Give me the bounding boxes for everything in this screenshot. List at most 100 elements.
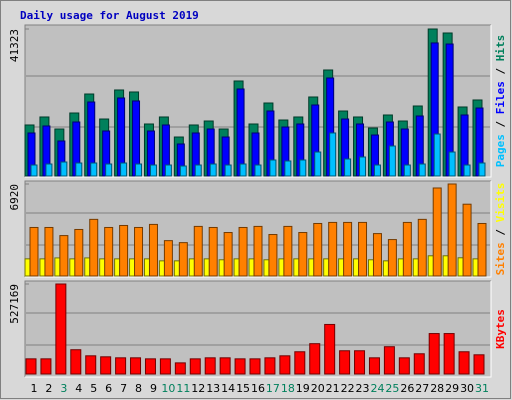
x-tick-label: 13 [206, 382, 220, 395]
x-tick-label: 4 [75, 382, 82, 395]
bar [354, 350, 366, 375]
bar [85, 355, 97, 375]
bar [105, 163, 113, 177]
x-tick-label: 27 [415, 382, 429, 395]
x-tick-label: 17 [266, 382, 280, 395]
bar [387, 239, 397, 277]
y-tick-label: 41323 [8, 29, 21, 62]
bar [236, 88, 245, 177]
frame-edge [24, 280, 491, 377]
x-tick-label: 30 [460, 382, 474, 395]
bar [59, 235, 69, 277]
bar [144, 358, 156, 375]
bar [268, 234, 278, 277]
x-tick-label: 14 [221, 382, 235, 395]
bar [249, 358, 261, 375]
bar [383, 346, 395, 375]
x-tick-label: 5 [90, 382, 97, 395]
bar [428, 333, 440, 375]
bar [398, 357, 410, 375]
x-tick-label: 23 [356, 382, 370, 395]
bar [284, 160, 292, 177]
bar [294, 351, 306, 375]
x-tick-label: 21 [326, 382, 340, 395]
x-tick-label: 25 [385, 382, 399, 395]
x-tick-label: 18 [281, 382, 295, 395]
bar [413, 353, 425, 375]
legend-separator: / [494, 61, 507, 81]
legend-separator: / [494, 222, 507, 242]
bar [29, 226, 39, 277]
bar [463, 164, 471, 177]
bar [269, 159, 277, 177]
x-tick-label: 6 [105, 382, 112, 395]
bar [418, 163, 426, 177]
x-tick-label: 9 [150, 382, 157, 395]
bar [115, 357, 127, 375]
bar [204, 357, 216, 375]
x-tick-label: 8 [135, 382, 142, 395]
x-tick-label: 15 [236, 382, 250, 395]
bar [358, 221, 368, 277]
x-tick-label: 11 [176, 382, 190, 395]
bar [120, 162, 128, 177]
bar [448, 151, 456, 177]
bar [238, 226, 248, 277]
bar [313, 222, 323, 277]
bar [193, 225, 203, 277]
x-tick-label: 12 [191, 382, 205, 395]
bar [388, 145, 396, 177]
legend-entry: Pages [494, 134, 507, 167]
bar [329, 132, 337, 177]
bar [314, 151, 322, 177]
legend: Sites / Visits [494, 183, 507, 276]
bar [174, 362, 186, 375]
bar [477, 222, 487, 277]
bar [159, 358, 171, 375]
bar [298, 232, 308, 277]
bar [208, 226, 218, 277]
bar [359, 156, 367, 177]
bar [473, 354, 485, 375]
frame-edge [24, 180, 491, 277]
bar [45, 163, 53, 177]
bar [60, 161, 68, 177]
y-tick-label: 527169 [8, 284, 21, 324]
bar [135, 163, 143, 177]
bar [344, 158, 352, 177]
legend-entry: Sites [494, 242, 507, 275]
bar [373, 164, 381, 177]
bar [433, 133, 441, 177]
bar [44, 226, 54, 277]
x-tick-label: 31 [475, 382, 489, 395]
bar [164, 164, 172, 177]
legend-entry: Files [494, 81, 507, 114]
legend-separator: / [494, 114, 507, 134]
y-tick-label: 6920 [8, 184, 21, 211]
bar [339, 350, 351, 375]
frame-edge [25, 181, 492, 278]
bar [148, 223, 158, 277]
bar [328, 221, 338, 277]
bar [25, 358, 37, 375]
legend: KBytes [494, 309, 507, 349]
bar [264, 357, 276, 375]
bar [283, 225, 293, 277]
x-tick-label: 1 [31, 382, 38, 395]
bar [89, 218, 99, 277]
bar [40, 358, 52, 375]
bar [219, 357, 231, 375]
bar [100, 356, 112, 375]
bar [239, 163, 247, 177]
legend-entry: KBytes [494, 309, 507, 349]
bar [417, 218, 427, 277]
x-tick-label: 28 [430, 382, 444, 395]
bar [90, 162, 98, 177]
bar [30, 164, 38, 177]
x-tick-label: 22 [341, 382, 355, 395]
legend: Pages / Files / Hits [494, 35, 507, 168]
bar [104, 226, 114, 277]
bar [368, 357, 380, 375]
frame-edge [25, 25, 492, 178]
